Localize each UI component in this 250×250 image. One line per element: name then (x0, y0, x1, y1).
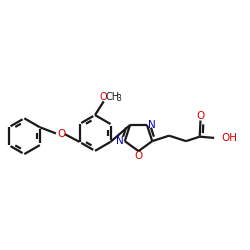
Text: N: N (116, 136, 124, 146)
Text: O: O (57, 129, 66, 139)
Text: 3: 3 (116, 94, 121, 103)
Text: OH: OH (221, 133, 237, 143)
Text: CH: CH (106, 92, 120, 102)
Text: O: O (99, 92, 107, 102)
Text: O: O (134, 150, 143, 160)
Text: N: N (148, 120, 155, 130)
Text: O: O (196, 111, 204, 121)
